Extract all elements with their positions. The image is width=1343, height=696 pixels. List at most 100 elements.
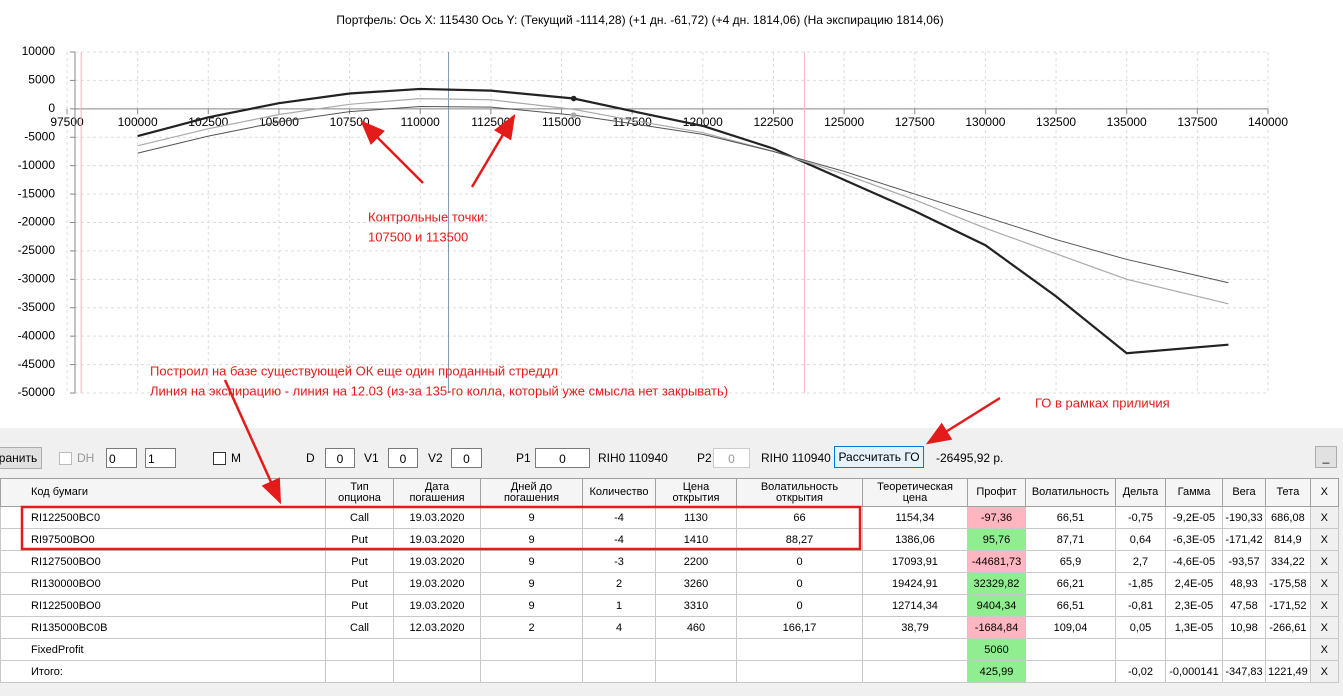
point-marker [570,112,577,118]
m-checkbox[interactable] [213,452,226,465]
cell: 0 [736,572,863,595]
save-button[interactable]: ранить [0,447,42,469]
cell: 2,3E-05 [1165,594,1223,617]
x-tick-label: 112500 [471,115,510,129]
cell: 12.03.2020 [393,616,481,639]
cell: -347,83 [1222,660,1266,683]
cell: -4,6E-05 [1165,550,1223,573]
spin-1[interactable]: 0 [106,448,137,468]
cell: -266,61 [1265,616,1311,639]
p1-input[interactable]: 0 [535,448,590,468]
cell [1025,660,1116,683]
cell [325,638,394,661]
cell: Put [325,550,394,573]
minimize-button[interactable]: _ [1315,446,1337,468]
y-tick-label: -35000 [18,300,56,314]
cell: -175,58 [1265,572,1311,595]
chart: Портфель: Ось X: 115430 Ось Y: (Текущий … [0,0,1343,428]
column-header: Тип опциона [325,478,394,507]
cell: 1 [582,594,656,617]
cell: 19.03.2020 [393,528,481,551]
cell: RI122500BO0 [0,594,326,617]
cell: 9 [480,550,583,573]
cell: 95,76 [967,528,1026,551]
dh-checkbox[interactable] [59,452,72,465]
cell: 460 [655,616,737,639]
cell [862,660,968,683]
cell [1165,638,1223,661]
cell: 166,17 [736,616,863,639]
cell: 1,3E-05 [1165,616,1223,639]
cell: Call [325,506,394,529]
series-line [137,98,1229,305]
x-tick-label: 102500 [188,115,228,129]
y-tick-label: 10000 [22,44,56,58]
cell [862,638,968,661]
cell: 19.03.2020 [393,550,481,573]
delete-button[interactable]: X [1309,550,1339,573]
cell: 66,21 [1025,572,1116,595]
cell: 9 [480,572,583,595]
header-row: Код бумаги Тип опциона Дата погашения Дней … [0,478,1339,507]
spin-2[interactable]: 1 [145,448,176,468]
calc-go-button[interactable]: Рассчитать ГО [834,446,924,468]
cell: 32329,82 [967,572,1026,595]
delete-button[interactable]: X [1309,506,1339,529]
p2-input[interactable]: 0 [713,448,750,468]
cell [736,638,863,661]
cell: -44681,73 [967,550,1026,573]
d-input[interactable]: 0 [325,448,355,468]
cell: 814,9 [1265,528,1311,551]
column-header: Код бумаги [0,478,326,507]
x-tick-label: 107500 [330,115,370,129]
table-row: FixedProfit 5060 X [0,638,1339,661]
d-label: D [306,451,315,465]
cell: -1684,84 [967,616,1026,639]
cell: -97,36 [967,506,1026,529]
x-tick-label: 127500 [895,115,935,129]
chart-title: Портфель: Ось X: 115430 Ось Y: (Текущий … [336,13,943,27]
dh-label: DH [77,451,95,465]
x-tick-label: 130000 [965,115,1005,129]
x-tick-label: 115000 [542,115,581,129]
delete-button[interactable]: X [1309,638,1339,661]
cell: 66,51 [1025,594,1116,617]
cell: 19424,91 [862,572,968,595]
x-tick-label: 120000 [683,115,723,129]
v1-input[interactable]: 0 [388,448,418,468]
cell: 9 [480,506,583,529]
delete-button[interactable]: X [1309,594,1339,617]
cell: 686,08 [1265,506,1311,529]
m-label: M [231,451,241,465]
cell: RI97500BO0 [0,528,326,551]
cell [480,660,583,683]
cell [582,660,656,683]
cell: 48,93 [1222,572,1266,595]
cell: 3260 [655,572,737,595]
cell: -3 [582,550,656,573]
column-header: Гамма [1165,478,1223,507]
point-marker [570,95,577,102]
y-tick-label: -40000 [18,328,56,342]
delete-button[interactable]: X [1309,616,1339,639]
y-tick-label: -45000 [18,357,56,371]
delete-button[interactable]: X [1309,572,1339,595]
delete-button[interactable]: X [1309,660,1339,683]
cell: Итого: [0,660,326,683]
column-header: Тета [1265,478,1311,507]
column-header: Волатильность открытия [736,478,863,507]
cell: 66,51 [1025,506,1116,529]
cell [655,638,737,661]
column-header: X [1309,478,1339,507]
cell: 9 [480,528,583,551]
cell: 2 [480,616,583,639]
cell: 87,71 [1025,528,1116,551]
cell: -0,000141 [1165,660,1223,683]
cell: 0 [736,550,863,573]
cell: 0 [736,594,863,617]
v2-input[interactable]: 0 [451,448,482,468]
delete-button[interactable]: X [1309,528,1339,551]
y-tick-label: -15000 [18,186,56,200]
series-line [137,106,1229,284]
